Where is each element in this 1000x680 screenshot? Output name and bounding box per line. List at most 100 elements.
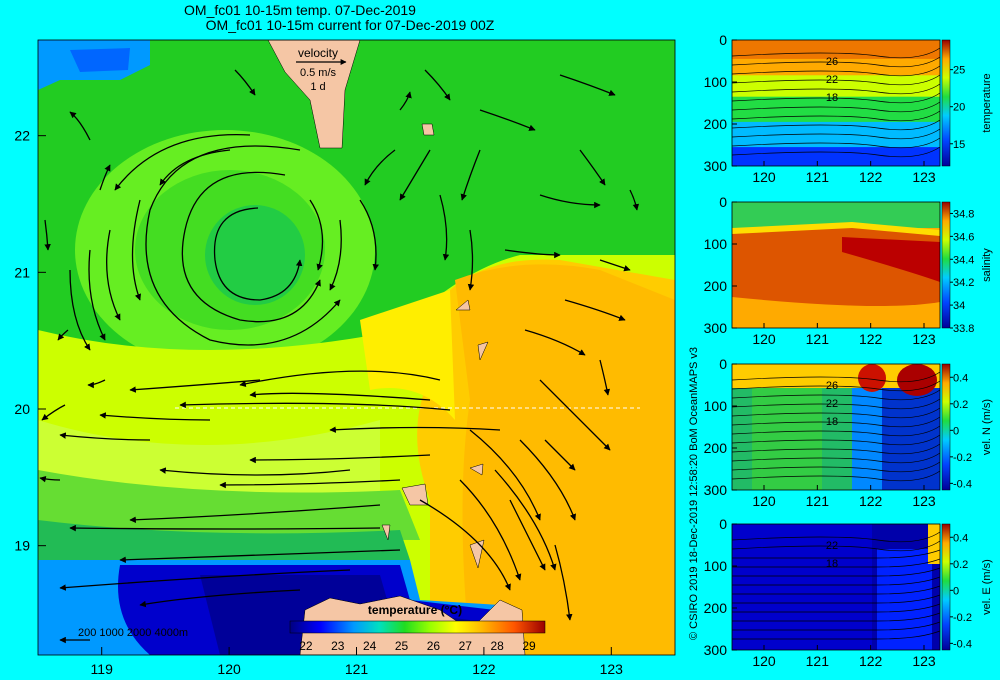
section-x-tick-label: 120 <box>752 653 776 669</box>
svg-text:0.5 m/s: 0.5 m/s <box>300 67 337 79</box>
colorbar-label: temperature <box>981 73 993 132</box>
colorbar-tick-label: 34.6 <box>953 231 974 243</box>
section-y-tick-label: 0 <box>719 32 727 48</box>
section-panel-sal: 120 121 122 123 0 100 200 300 33.8 34 34.2 34.4 34.6… <box>704 194 993 347</box>
colorbar-tick-label: 25 <box>395 639 409 653</box>
contour-line <box>732 549 940 559</box>
contour-line <box>732 425 940 437</box>
colorbar-tick-label: -0.2 <box>953 452 972 464</box>
colorbar-tick-label: -0.4 <box>953 638 972 650</box>
section-x-tick-label: 121 <box>806 493 830 509</box>
colorbar-tick-label: 23 <box>331 639 345 653</box>
section-x-tick-label: 120 <box>752 493 776 509</box>
map-y-axis: 19 20 21 22 <box>14 128 46 554</box>
section-y-tick-label: 200 <box>704 440 728 456</box>
section-panel-ve: 22 18 120 121 122 123 0 100 200 300 -0.4 -0.2 0 0.2 0.… <box>704 516 993 669</box>
contour-line <box>732 65 940 77</box>
contour-line <box>732 531 940 543</box>
title-line-2: OM_fc01 10-15m current for 07-Dec-2019 0… <box>206 17 495 33</box>
section-x-tick-label: 123 <box>912 169 936 185</box>
colorbar-tick-label: 34 <box>953 300 965 312</box>
svg-text:1 d: 1 d <box>310 81 325 93</box>
section-x-tick-label: 123 <box>912 331 936 347</box>
section-x-tick-label: 122 <box>859 653 883 669</box>
section-x-tick-label: 123 <box>912 653 936 669</box>
contour-line <box>732 398 940 410</box>
contour-line <box>732 576 940 586</box>
colorbar-tick-label: 0.4 <box>953 532 968 544</box>
colorbar-tick-label: 0.4 <box>953 372 968 384</box>
colorbar-tick-label: 34.4 <box>953 254 974 266</box>
colorbar-tick-label: 0.2 <box>953 399 968 411</box>
contour-line <box>732 443 940 455</box>
land-taiwan <box>267 40 361 149</box>
section-y-tick-label: 100 <box>704 236 728 252</box>
section-y-tick-label: 200 <box>704 600 728 616</box>
map-x-tick-label: 122 <box>472 661 496 677</box>
colorbar-label: vel. E (m/s) <box>981 559 993 615</box>
contour-line <box>732 470 940 482</box>
temperature-colorbar: temperature (°C) 22 23 24 25 26 27 28 29 <box>289 603 546 653</box>
contour-line <box>732 47 940 59</box>
section-x-tick-label: 122 <box>859 493 883 509</box>
colorbar-tick-label: 29 <box>522 639 536 653</box>
section-y-tick-label: 100 <box>704 74 728 90</box>
contour-line <box>732 434 940 446</box>
map-x-tick-label: 119 <box>91 661 114 677</box>
map-x-tick-label: 120 <box>217 661 241 677</box>
contour-line <box>732 92 940 104</box>
credit-text: © CSIRO 2019 18-Dec-2019 12:58:20 BoM Oc… <box>688 347 700 640</box>
contour-label: 22 <box>826 74 838 86</box>
contour-line <box>732 567 940 577</box>
section-x-tick-label: 122 <box>859 169 883 185</box>
colorbar-tick-label: 34.2 <box>953 277 974 289</box>
colorbar-label: vel. N (m/s) <box>981 399 993 455</box>
map-y-tick-label: 21 <box>14 264 30 280</box>
section-y-tick-label: 0 <box>719 356 727 372</box>
section-colorbar <box>941 39 951 167</box>
map-x-tick-label: 123 <box>600 661 624 677</box>
contour-label: 18 <box>826 416 838 428</box>
colorbar-tick-label: 28 <box>491 639 505 653</box>
colorbar-tick-label: 22 <box>299 639 313 653</box>
colorbar-tick-label: -0.4 <box>953 478 972 490</box>
svg-text:velocity: velocity <box>298 46 338 60</box>
section-colorbar <box>941 201 951 329</box>
contour-line <box>732 119 940 131</box>
section-x-tick-label: 121 <box>806 331 830 347</box>
colorbar-tick-label: 27 <box>459 639 473 653</box>
contour-line <box>732 621 940 631</box>
bathymetry-legend: 200 1000 2000 4000m <box>78 627 188 639</box>
contour-line <box>732 461 940 473</box>
contour-line <box>732 558 940 568</box>
contour-line <box>732 74 940 86</box>
section-y-tick-label: 300 <box>704 158 728 174</box>
contour-label: 22 <box>826 540 838 552</box>
colorbar-tick-label: 24 <box>363 639 377 653</box>
section-panel-temp: 26 22 18 120 121 122 123 0 100 200 300 15 20 25 temper… <box>704 32 993 185</box>
contour-line <box>732 407 940 419</box>
contour-line <box>732 128 940 140</box>
section-y-tick-label: 300 <box>704 320 728 336</box>
colorbar-tick-label: 0 <box>953 585 959 597</box>
contour-line <box>732 603 940 613</box>
contour-line <box>732 371 940 383</box>
contour-label: 22 <box>826 398 838 410</box>
section-y-tick-label: 300 <box>704 482 728 498</box>
section-y-tick-label: 100 <box>704 558 728 574</box>
current-vectors <box>39 69 640 644</box>
section-x-tick-label: 121 <box>806 169 830 185</box>
section-x-tick-label: 120 <box>752 331 776 347</box>
section-x-tick-label: 122 <box>859 331 883 347</box>
colorbar-tick-label: 20 <box>953 102 965 114</box>
colorbar-tick-label: 0.2 <box>953 559 968 571</box>
section-x-tick-label: 120 <box>752 169 776 185</box>
contour-label: 26 <box>826 56 838 68</box>
colorbar-label: salinity <box>981 248 993 282</box>
contour-line <box>732 452 940 464</box>
contour-line <box>732 146 940 158</box>
section-x-tick-label: 123 <box>912 493 936 509</box>
contour-line <box>732 416 940 428</box>
contour-line <box>732 540 940 552</box>
